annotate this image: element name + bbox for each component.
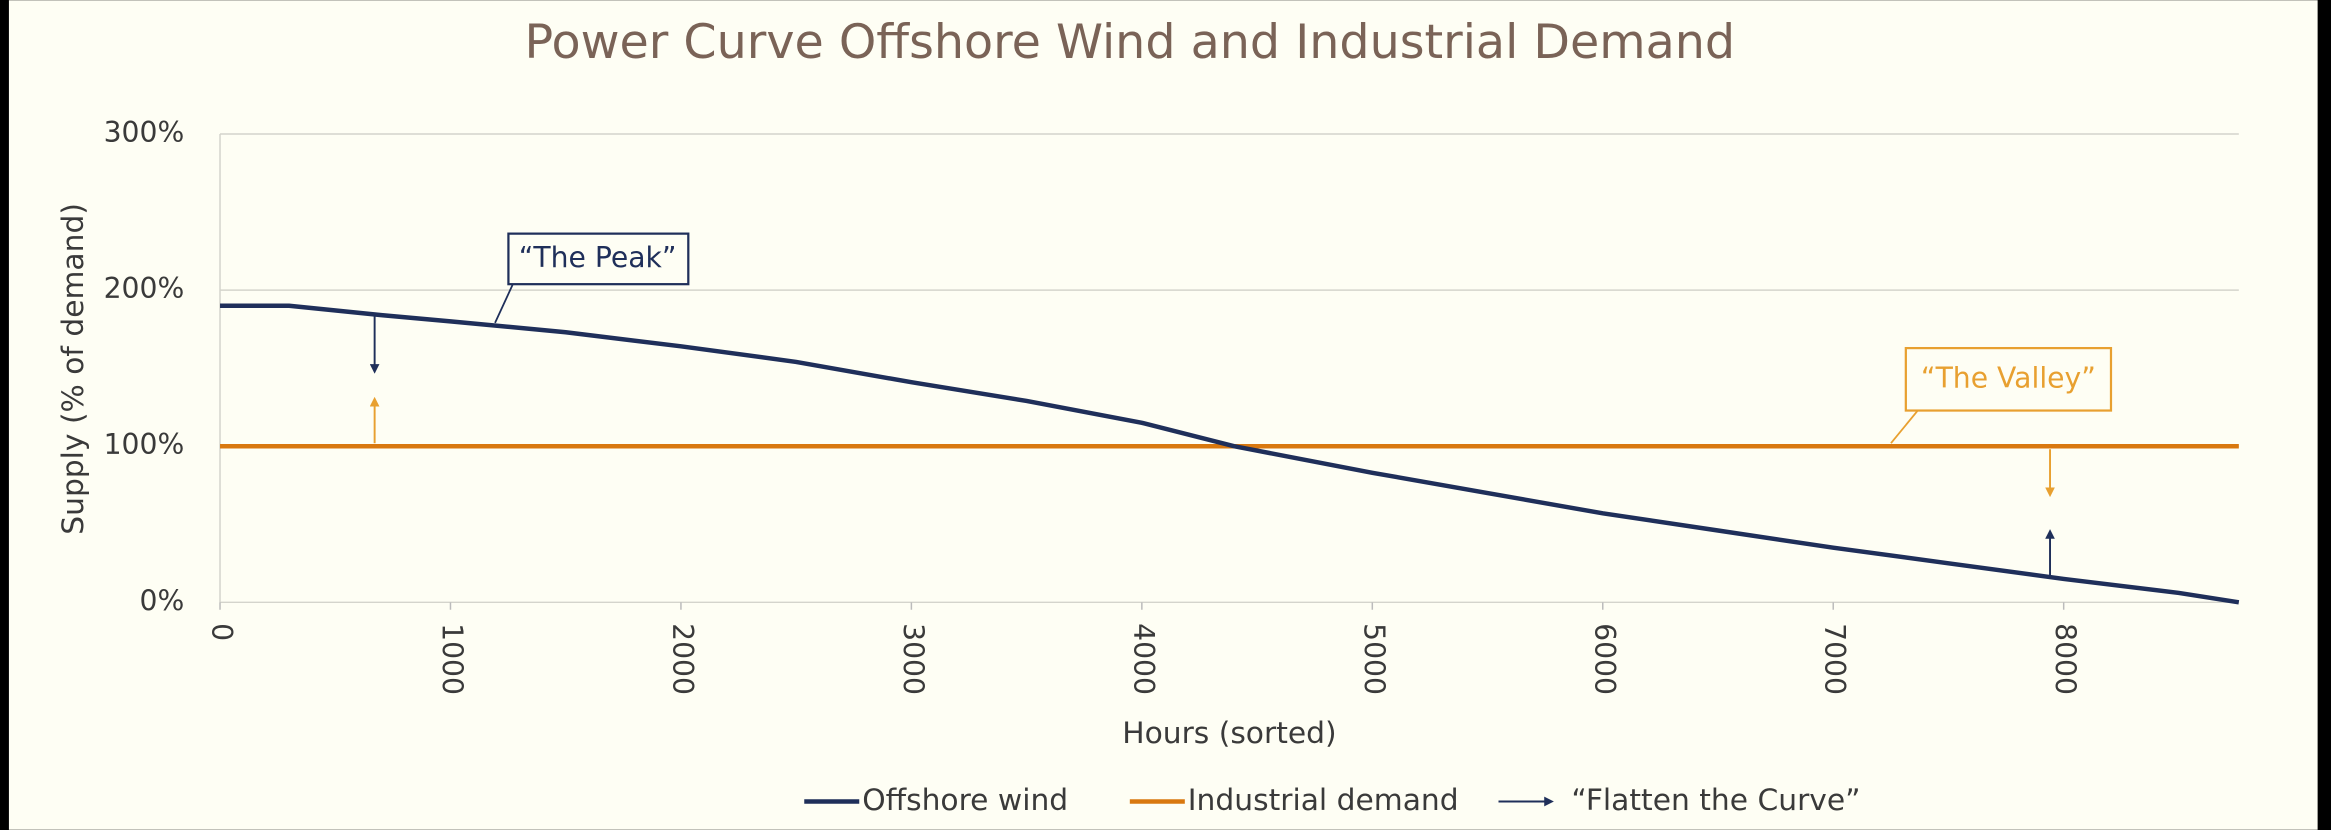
y-tick-label: 200% — [104, 272, 185, 305]
peak-box — [507, 232, 690, 286]
y-tick-label: 100% — [104, 428, 185, 461]
y-tick-label: 300% — [104, 116, 185, 149]
x-tick-label: 2000 — [666, 623, 699, 695]
valley-box — [1904, 346, 2113, 412]
y-tick-label: 0% — [140, 584, 185, 617]
x-tick-label: 8000 — [2049, 623, 2082, 695]
x-tick-label: 5000 — [1357, 623, 1390, 695]
y-axis-label: Supply (% of demand) — [56, 203, 91, 535]
legend: Offshore wind Industrial demand “Flatten… — [804, 783, 1861, 818]
peak-label: “The Peak” — [519, 241, 677, 274]
plot-area: 0% 100% 200% 300% 0 1000 2000 3000 4000 5000 6000 7… — [104, 116, 2240, 695]
x-tick-label: 7000 — [1818, 623, 1851, 695]
x-tick-label: 4000 — [1127, 623, 1160, 695]
series-line — [220, 303, 2240, 605]
peak-leader — [494, 283, 514, 324]
legend-label: “Flatten the Curve” — [1571, 783, 1860, 818]
x-tick-label: 0 — [205, 623, 238, 641]
valley-leader — [1890, 409, 1919, 444]
chart-title: Power Curve Offshore Wind and Industrial… — [525, 15, 1736, 70]
background — [8, 0, 2318, 830]
x-tick-label: 1000 — [435, 623, 468, 695]
x-tick-label: 3000 — [896, 623, 929, 695]
x-axis-label: Hours (sorted) — [1122, 716, 1336, 751]
x-tick-label: 6000 — [1588, 623, 1621, 695]
legend-label: Offshore wind — [862, 783, 1068, 818]
legend-label: Industrial demand — [1188, 783, 1459, 818]
valley-label: “The Valley” — [1921, 361, 2096, 394]
